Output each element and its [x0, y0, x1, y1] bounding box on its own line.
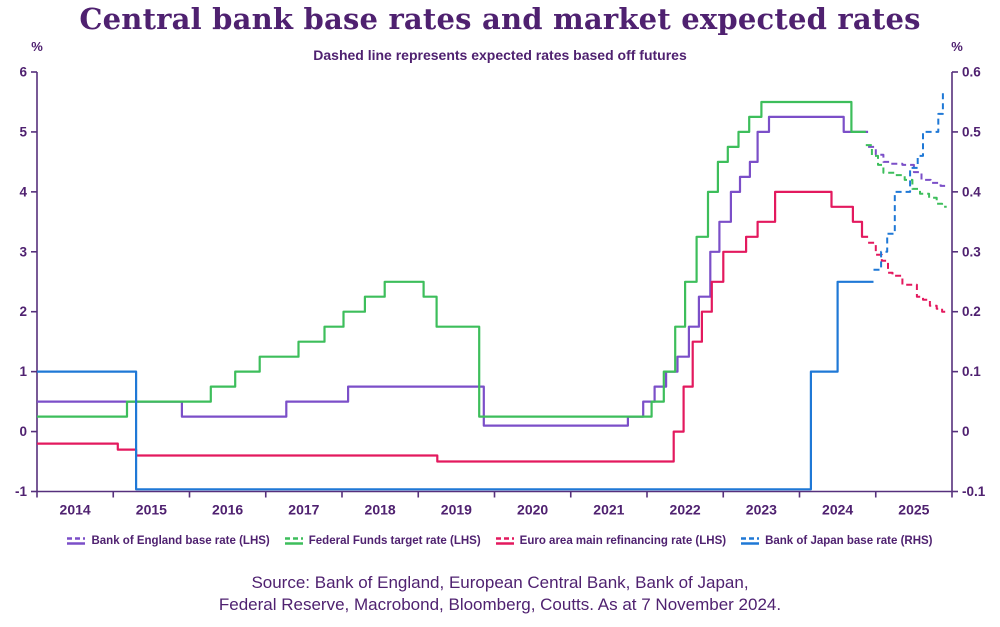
legend-marker-fed [284, 537, 303, 545]
legend-label-boj: Bank of Japan base rate (RHS) [765, 535, 933, 547]
left-axis-tick-label: 6 [19, 65, 27, 80]
right-axis-unit: % [951, 39, 963, 54]
right-axis-tick-label: 0.4 [962, 184, 981, 199]
legend-item-ecb: Euro area main refinancing rate (LHS) [495, 535, 727, 547]
legend-item-boj: Bank of Japan base rate (RHS) [741, 535, 933, 547]
legend: Bank of England base rate (LHS) Federal F… [0, 535, 1000, 547]
legend-marker-boj [741, 537, 760, 545]
x-axis-tick-label: 2014 [60, 502, 91, 518]
x-axis-tick-label: 2024 [822, 502, 853, 518]
series-boj-solid [37, 280, 874, 491]
x-axis-tick-label: 2020 [517, 502, 548, 518]
source-note: Source: Bank of England, European Centra… [0, 572, 1000, 616]
x-axis-tick-label: 2018 [365, 502, 396, 518]
right-axis-tick-label: 0.1 [962, 364, 981, 379]
x-axis-tick-label: 2019 [441, 502, 472, 518]
x-axis-tick-label: 2022 [670, 502, 701, 518]
chart-subtitle: Dashed line represents expected rates ba… [313, 47, 687, 63]
source-line-1: Source: Bank of England, European Centra… [251, 573, 749, 592]
legend-item-fed: Federal Funds target rate (LHS) [284, 535, 481, 547]
right-axis-tick-label: -0.1 [962, 484, 986, 499]
right-axis-tick-label: 0.6 [962, 65, 981, 80]
legend-marker-boe [67, 537, 86, 545]
series-ecb-solid [37, 190, 869, 463]
legend-item-boe: Bank of England base rate (LHS) [67, 535, 270, 547]
x-axis-tick-label: 2025 [898, 502, 929, 518]
left-axis-tick-label: 4 [19, 184, 27, 199]
series-boe-dashed [868, 145, 947, 187]
series-boe-solid [37, 115, 869, 427]
right-axis-tick-label: 0.3 [962, 244, 981, 259]
chart-title: Central bank base rates and market expec… [79, 2, 921, 36]
legend-label-boe: Bank of England base rate (LHS) [91, 535, 270, 547]
x-axis-tick-label: 2016 [212, 502, 243, 518]
x-axis-tick-label: 2021 [593, 502, 624, 518]
left-axis-tick-label: 5 [19, 124, 27, 139]
x-axis-tick-label: 2015 [136, 502, 167, 518]
left-axis-tick-label: 2 [19, 304, 27, 319]
series-boj-dashed [873, 92, 947, 271]
legend-label-fed: Federal Funds target rate (LHS) [308, 535, 481, 547]
x-axis-tick-label: 2017 [288, 502, 319, 518]
left-axis-unit: % [31, 39, 43, 54]
left-axis-tick-label: 1 [19, 364, 27, 379]
right-axis-tick-label: 0 [962, 424, 970, 439]
legend-marker-ecb [495, 537, 514, 545]
left-axis-tick-label: 3 [19, 244, 27, 259]
left-axis-tick-label: -1 [15, 484, 27, 499]
right-axis-tick-label: 0.2 [962, 304, 981, 319]
series-fed-dashed [865, 144, 947, 208]
series-ecb-dashed [868, 241, 947, 313]
legend-label-ecb: Euro area main refinancing rate (LHS) [519, 535, 727, 547]
series-fed-solid [37, 100, 866, 418]
right-axis-tick-label: 0.5 [962, 124, 981, 139]
source-line-2: Federal Reserve, Macrobond, Bloomberg, C… [218, 595, 782, 614]
left-axis-tick-label: 0 [19, 424, 27, 439]
x-axis-tick-label: 2023 [746, 502, 777, 518]
